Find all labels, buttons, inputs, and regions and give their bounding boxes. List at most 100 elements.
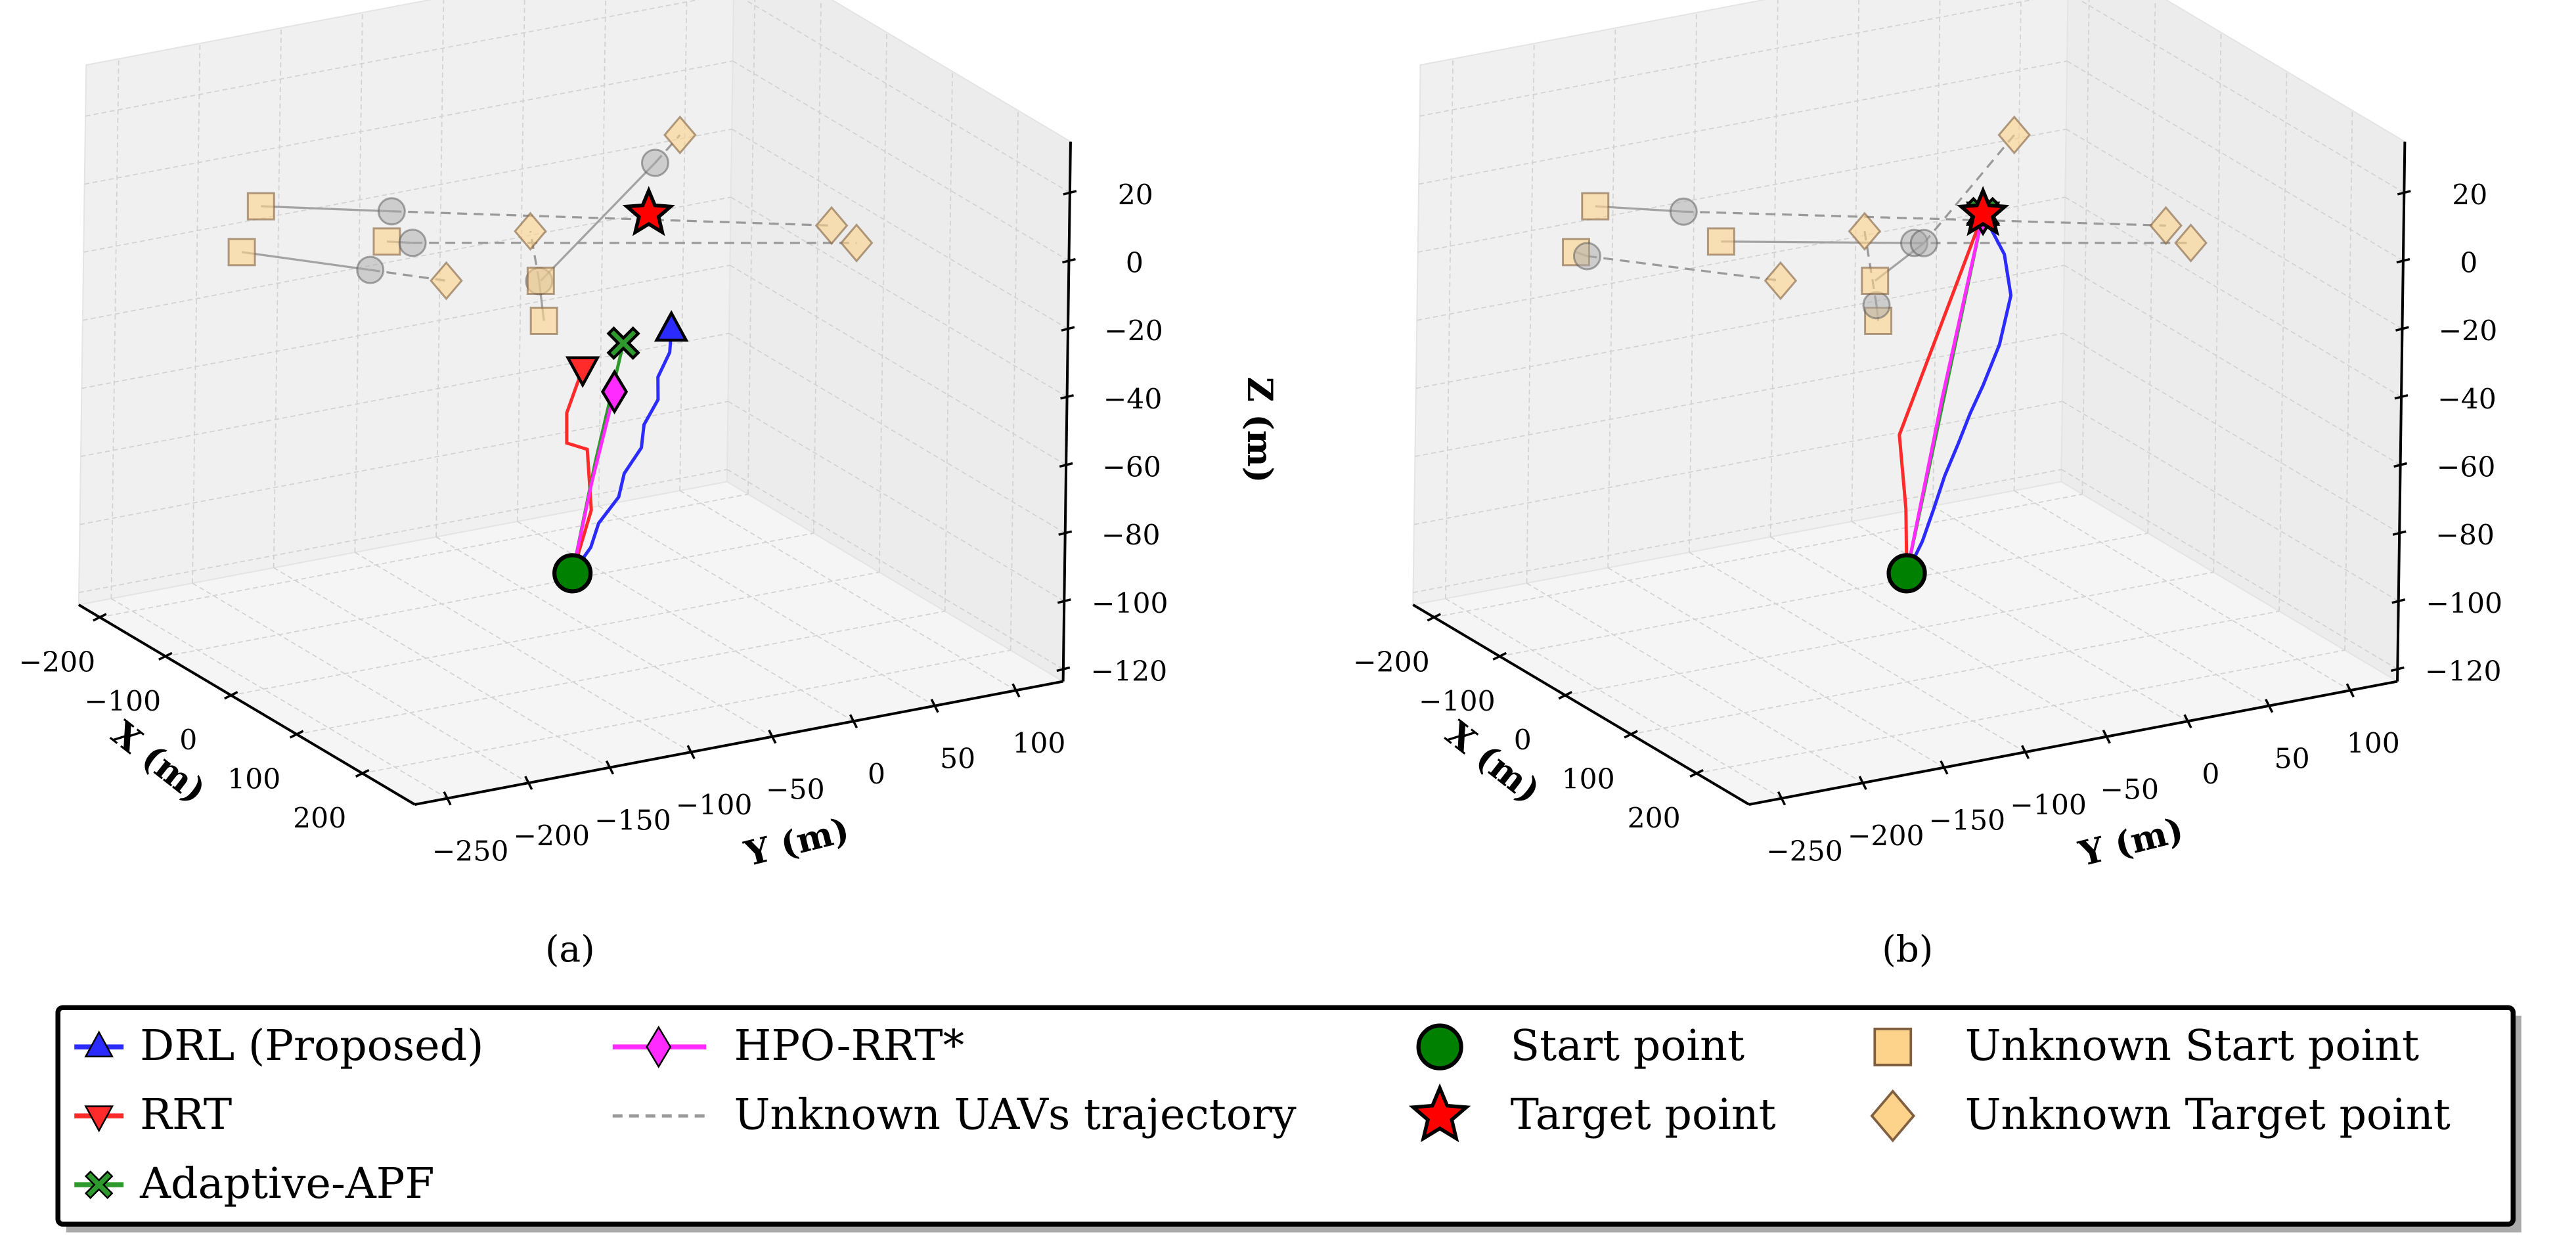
y-axis-line xyxy=(414,680,1063,806)
unknown-uav-position xyxy=(377,197,406,226)
z-tick xyxy=(2394,394,2409,400)
x-tick xyxy=(289,730,304,739)
grid-line xyxy=(1499,533,2148,657)
x-tick-label: 100 xyxy=(1562,764,1615,796)
z-tick-label: −60 xyxy=(1102,451,1161,483)
x-tick-label: 0 xyxy=(179,724,197,757)
y-tick xyxy=(605,760,615,775)
grid-line xyxy=(362,650,1011,774)
grid-line xyxy=(81,265,730,389)
grid-line xyxy=(1413,401,2063,525)
y-tick-label: −250 xyxy=(1766,836,1843,868)
unknown-start-point xyxy=(372,227,401,256)
y-tick-label: −150 xyxy=(1929,805,2006,837)
unknown-start-point xyxy=(529,306,558,335)
z-tick-label: −60 xyxy=(2437,451,2496,483)
y-tick xyxy=(524,776,533,790)
unknown-target-point xyxy=(1848,211,1882,251)
x-tick xyxy=(1624,730,1638,739)
start-point xyxy=(1886,553,1927,594)
grid-line xyxy=(1696,650,2345,774)
x-tick xyxy=(1689,768,1704,778)
y-tick-label: −200 xyxy=(1848,820,1924,852)
y-tick xyxy=(1940,760,1949,775)
unknown-uav-planned-path xyxy=(391,210,832,227)
hpo-rrt-star-trajectory xyxy=(571,391,616,574)
x-tick-label: 100 xyxy=(227,764,280,796)
y-tick xyxy=(686,745,696,759)
unknown-uav-position xyxy=(640,148,669,177)
y-tick xyxy=(930,698,939,713)
z-tick xyxy=(1063,190,1077,196)
unknown-uav-position xyxy=(1669,197,1698,226)
y-tick xyxy=(2345,683,2355,697)
z-tick-label: −80 xyxy=(2435,519,2495,552)
legend-label-drl: DRL (Proposed) xyxy=(140,1021,483,1070)
legend-label-unknown-target: Unknown Target point xyxy=(1965,1090,2451,1139)
start-legend-marker xyxy=(1416,1023,1463,1070)
y-tick xyxy=(1011,683,1021,697)
z-tick xyxy=(1060,394,1075,400)
drl-legend-marker xyxy=(84,1030,114,1058)
legend-label-hpo: HPO-RRT* xyxy=(734,1021,964,1070)
rrt-trajectory xyxy=(565,368,593,574)
unknown-target-legend-marker xyxy=(1870,1089,1916,1143)
rrt-end-marker xyxy=(565,356,600,388)
y-tick xyxy=(2183,714,2192,728)
y-tick-label: 100 xyxy=(1012,728,1065,760)
y-tick-label: 50 xyxy=(2275,743,2310,776)
unknown-uav-position xyxy=(1909,229,1938,257)
y-tick-label: −100 xyxy=(2010,789,2087,822)
legend: DRL (Proposed) RRT Adaptive-APF HPO-RRT*… xyxy=(55,1005,2521,1233)
unknown-target-point xyxy=(2149,206,2183,246)
z-tick xyxy=(2390,666,2405,673)
grid-line xyxy=(1418,60,2068,185)
unknown-uav-traveled-path xyxy=(540,162,656,282)
grid-line xyxy=(1565,571,2214,696)
unknown-start-point xyxy=(1706,227,1735,256)
unknown-start-legend-marker xyxy=(1873,1027,1913,1067)
y-tick-label: −50 xyxy=(2100,774,2159,806)
unknown-uav-traveled-path xyxy=(1595,205,1684,213)
z-tick-label: −40 xyxy=(1103,384,1163,416)
grid-line xyxy=(1630,610,2280,735)
grid-line xyxy=(85,0,700,117)
z-tick-label: −100 xyxy=(2426,588,2502,620)
unknown-target-point xyxy=(1764,261,1798,301)
z-tick xyxy=(1059,462,1073,468)
y-axis-label: Y (m) xyxy=(2074,810,2187,874)
drl-trajectory xyxy=(1905,213,2013,574)
z-tick-label: −120 xyxy=(1090,655,1167,688)
legend-label-target: Target point xyxy=(1511,1090,1776,1139)
caption-a: (a) xyxy=(545,928,595,970)
y-axis-line xyxy=(1748,680,2398,806)
y-axis-label: Y (m) xyxy=(740,810,853,874)
legend-label-unknown-start: Unknown Start point xyxy=(1965,1021,2419,1070)
drl-trajectory xyxy=(571,329,673,575)
unknown-target-point xyxy=(839,223,874,263)
x-tick xyxy=(1558,691,1572,700)
unknown-uav-planned-path xyxy=(370,269,447,282)
unknown-target-point xyxy=(1997,115,2032,155)
z-axis-line xyxy=(2396,141,2407,682)
z-tick-label: 20 xyxy=(2452,179,2487,211)
unknown-uav-traveled-path xyxy=(1721,240,1915,244)
y-tick xyxy=(849,714,858,728)
y-tick xyxy=(2102,729,2111,744)
unknown-target-point xyxy=(514,211,547,251)
grid-line xyxy=(1417,128,2066,253)
grid-line xyxy=(79,401,728,525)
adaptive-apf-legend-marker xyxy=(84,1170,114,1199)
y-tick-label: −150 xyxy=(594,805,671,837)
unknown-start-point xyxy=(1581,192,1610,221)
x-tick xyxy=(223,691,238,700)
rrt-trajectory xyxy=(1898,213,1985,573)
grid-line xyxy=(1419,0,2034,117)
adaptive-apf-end-marker xyxy=(606,326,640,361)
unknown-target-point xyxy=(814,206,849,246)
y-tick xyxy=(1858,776,1867,790)
unknown-uav-position xyxy=(398,229,427,257)
legend-label-apf: Adaptive-APF xyxy=(139,1159,434,1208)
